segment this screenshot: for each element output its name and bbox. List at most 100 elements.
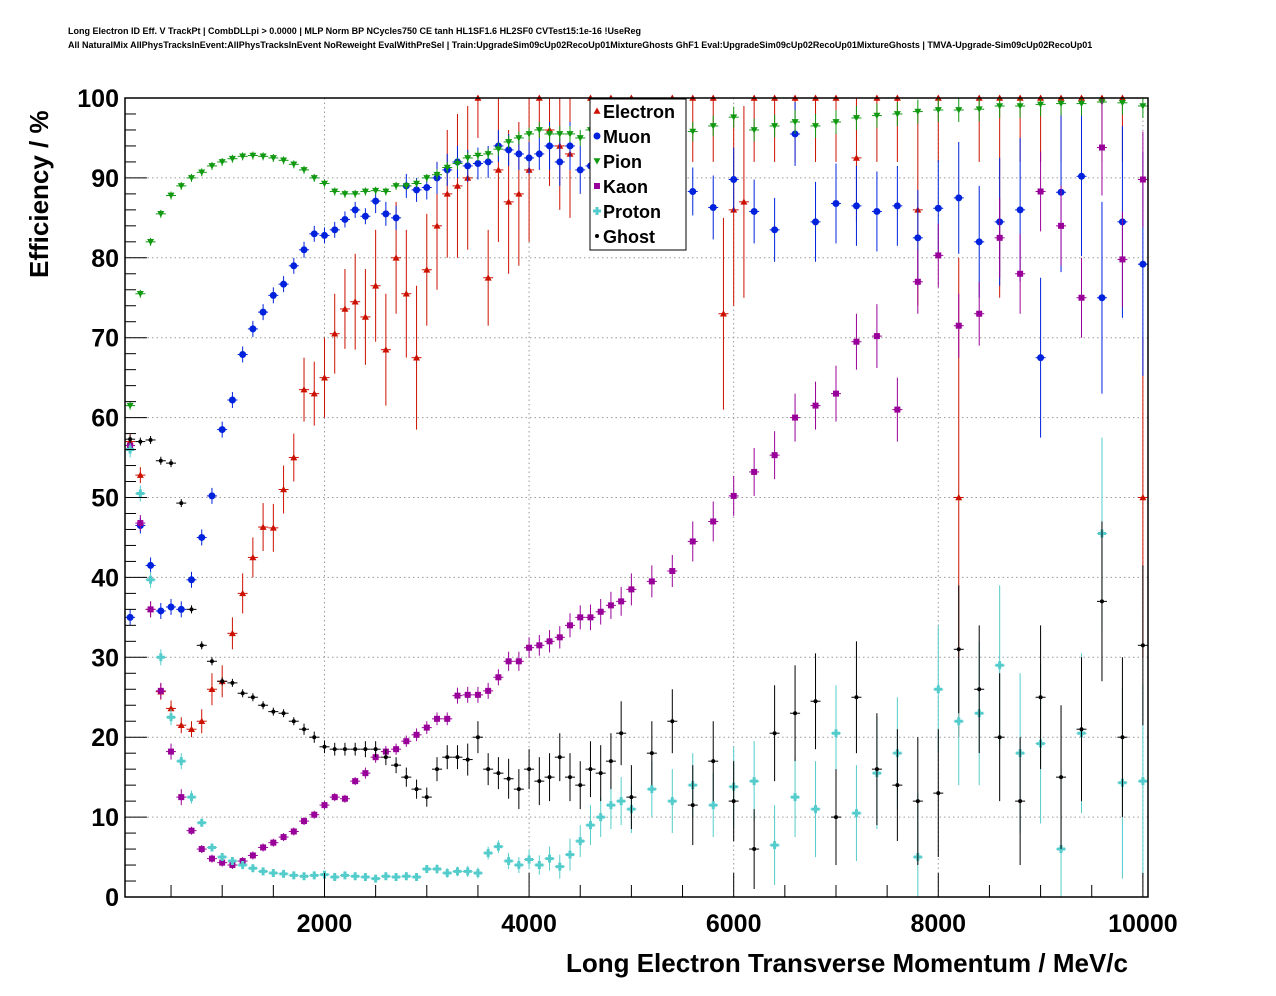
ghost-point [619,731,624,736]
pion-point [556,131,564,138]
ghost-point [997,735,1002,740]
kaon-point [147,606,154,613]
pion-point [280,157,288,164]
electron-point [341,305,349,312]
proton-point [300,872,309,881]
pion-point [1139,103,1147,110]
proton-point [422,865,431,874]
muon-point [382,210,390,218]
ghost-point [833,815,838,820]
proton-point [791,793,800,802]
muon-point [566,142,574,150]
ghost-point [271,709,276,714]
kaon-point [434,715,441,722]
legend-box [589,98,687,251]
proton-point [606,801,615,810]
ghost-point [793,711,798,716]
kaon-point [515,658,522,665]
kaon-point [341,795,348,802]
kaon-point [270,839,277,846]
ghost-point [169,461,174,466]
proton-point [269,869,278,878]
ghost-point [353,747,358,752]
proton-point [167,713,176,722]
proton-point [566,850,575,859]
pion-point [525,131,533,138]
muon-point [873,207,881,215]
kaon-point [976,310,983,317]
proton-point [463,867,472,876]
pion-point [484,151,492,158]
electron-point [955,494,963,501]
proton-point [811,805,820,814]
kaon-point [648,578,655,585]
proton-point [207,843,216,852]
kaon-point [331,794,338,801]
electron-point [249,553,257,561]
electron-point [433,222,441,229]
ghost-point [1079,727,1084,732]
muon-point [975,238,983,246]
muon-point [556,158,564,166]
kaon-point [771,452,778,459]
muon-point [280,280,288,288]
kaon-point [1037,188,1044,195]
ghost-point [332,747,337,752]
kaon-point [444,715,451,722]
proton-point [484,849,493,858]
proton-point [586,821,595,830]
legend: Electron Muon Pion Kaon Proton Ghost [589,98,687,251]
pion-point [228,155,236,163]
header-line-1: Long Electron ID Eff. V TrackPt | CombDL… [68,26,641,36]
proton-point [596,813,605,822]
kaon-point [556,634,563,641]
proton-series [125,437,1148,897]
ghost-point [148,437,153,442]
ghost-point [312,735,317,740]
kaon-point [914,278,921,285]
kaon-point [260,844,267,851]
muon-point [484,158,492,166]
ghost-point [138,439,143,444]
proton-point [156,653,165,662]
muon-point [955,194,963,202]
pion-point [791,119,799,126]
electron-point [136,471,144,478]
x-tick-label: 2000 [297,910,353,938]
proton-point [248,864,257,873]
electron-point [228,629,236,637]
ghost-point [649,751,654,756]
pion-point [361,188,369,195]
ghost-point [404,775,409,780]
pion-point [310,175,318,182]
ghost-point [813,699,818,704]
proton-point [381,872,390,881]
proton-point [340,871,349,880]
muon-point [709,203,717,211]
pion-point [873,112,881,120]
pion-point [157,211,165,218]
ghost-point [424,795,429,800]
muon-series [125,98,1148,626]
proton-point [555,862,564,871]
pion-point [453,160,461,168]
electron-point [269,524,277,531]
muon-point [218,426,226,434]
ghost-point [240,691,245,696]
kaon-point [188,827,195,834]
pion-point [832,119,840,126]
electron-point [300,386,308,393]
proton-point [136,489,145,498]
kaon-point [321,802,328,809]
kaon-point [587,614,594,621]
ghost-point [220,679,225,684]
proton-point [433,865,442,874]
kaon-point [505,658,512,665]
muon-point [771,226,779,234]
muon-point [1139,260,1147,268]
proton-point [443,869,452,878]
muon-point [576,166,584,174]
ghost-point [1018,799,1023,804]
pion-point [443,164,451,172]
pion-point [464,155,472,162]
